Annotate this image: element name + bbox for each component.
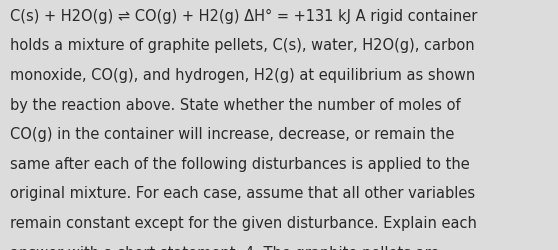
Text: CO(g) in the container will increase, decrease, or remain the: CO(g) in the container will increase, de…	[10, 127, 454, 142]
Text: monoxide, CO(g), and hydrogen, H2(g) at equilibrium as shown: monoxide, CO(g), and hydrogen, H2(g) at …	[10, 68, 475, 83]
Text: answer with a short statement. 4. The graphite pellets are: answer with a short statement. 4. The gr…	[10, 245, 439, 250]
Text: holds a mixture of graphite pellets, C(s), water, H2O(g), carbon: holds a mixture of graphite pellets, C(s…	[10, 38, 475, 53]
Text: C(s) + H2O(g) ⇌ CO(g) + H2(g) ΔH° = +131 kJ A rigid container: C(s) + H2O(g) ⇌ CO(g) + H2(g) ΔH° = +131…	[10, 9, 478, 24]
Text: same after each of the following disturbances is applied to the: same after each of the following disturb…	[10, 156, 470, 171]
Text: remain constant except for the given disturbance. Explain each: remain constant except for the given dis…	[10, 215, 477, 230]
Text: by the reaction above. State whether the number of moles of: by the reaction above. State whether the…	[10, 97, 461, 112]
Text: original mixture. For each case, assume that all other variables: original mixture. For each case, assume …	[10, 186, 475, 201]
